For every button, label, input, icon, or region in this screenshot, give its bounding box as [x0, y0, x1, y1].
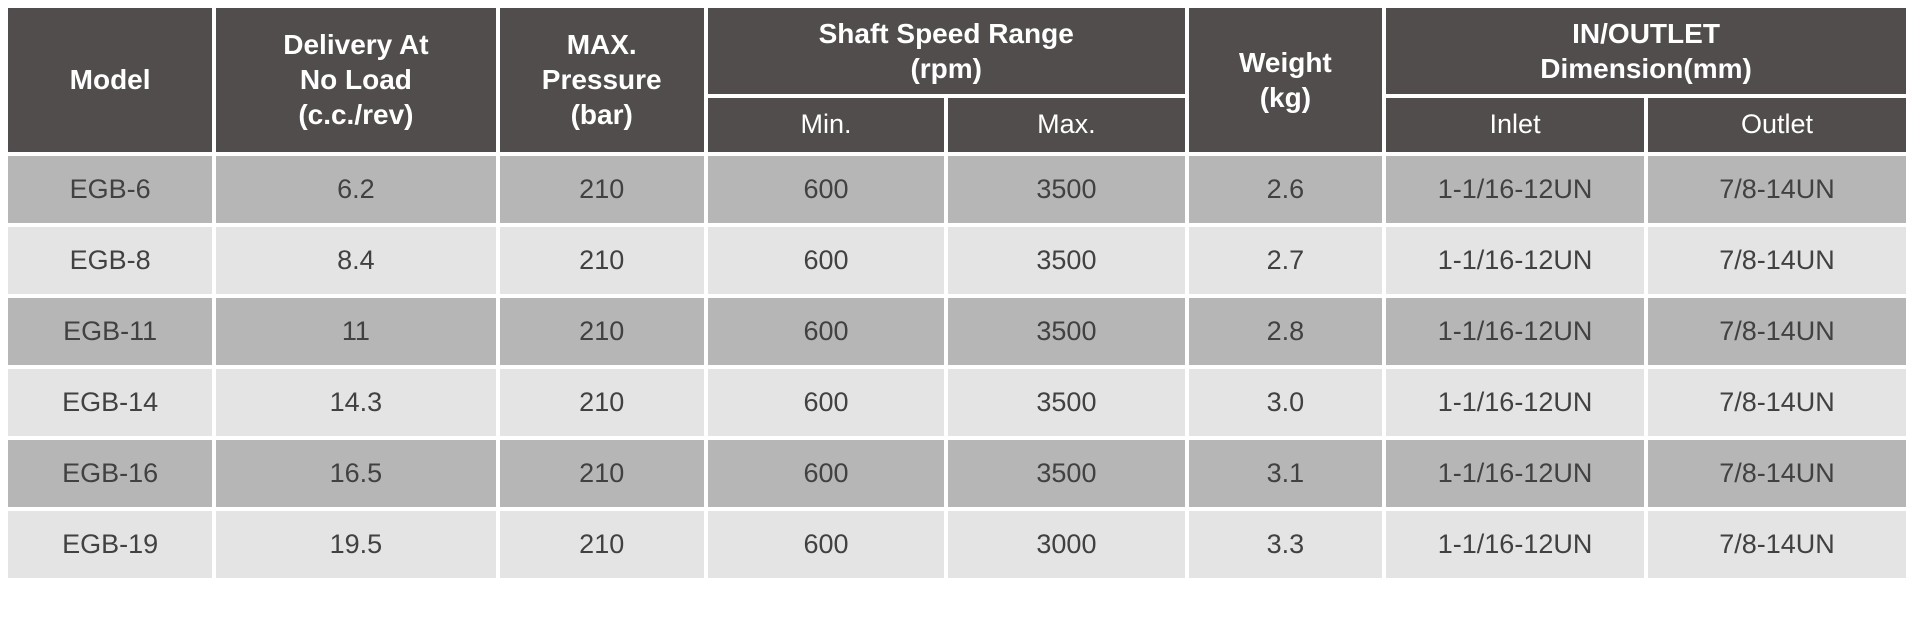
cell-model: EGB-19: [8, 511, 212, 578]
table-row: EGB-19 19.5 210 600 3000 3.3 1-1/16-12UN…: [8, 511, 1906, 578]
cell-delivery: 8.4: [216, 227, 495, 294]
cell-min: 600: [708, 227, 944, 294]
cell-delivery: 6.2: [216, 156, 495, 223]
header-text: Delivery At: [283, 29, 428, 60]
cell-max: 3500: [948, 227, 1184, 294]
cell-delivery: 11: [216, 298, 495, 365]
header-text: Shaft Speed Range: [819, 18, 1074, 49]
col-subheader-max: Max.: [948, 98, 1184, 152]
cell-weight: 2.7: [1189, 227, 1382, 294]
cell-delivery: 19.5: [216, 511, 495, 578]
cell-max: 3500: [948, 298, 1184, 365]
col-header-inoutlet: IN/OUTLET Dimension(mm): [1386, 8, 1906, 94]
spec-table: Model Delivery At No Load (c.c./rev) MAX…: [4, 4, 1910, 582]
cell-pressure: 210: [500, 156, 704, 223]
cell-weight: 3.3: [1189, 511, 1382, 578]
cell-model: EGB-6: [8, 156, 212, 223]
header-text: No Load: [300, 64, 412, 95]
header-text: Dimension(mm): [1540, 53, 1752, 84]
table-header: Model Delivery At No Load (c.c./rev) MAX…: [8, 8, 1906, 152]
cell-model: EGB-8: [8, 227, 212, 294]
cell-max: 3500: [948, 156, 1184, 223]
cell-inlet: 1-1/16-12UN: [1386, 511, 1644, 578]
col-subheader-outlet: Outlet: [1648, 98, 1906, 152]
table-row: EGB-11 11 210 600 3500 2.8 1-1/16-12UN 7…: [8, 298, 1906, 365]
cell-outlet: 7/8-14UN: [1648, 298, 1906, 365]
cell-weight: 2.6: [1189, 156, 1382, 223]
header-text: IN/OUTLET: [1572, 18, 1720, 49]
col-header-pressure: MAX. Pressure (bar): [500, 8, 704, 152]
cell-delivery: 14.3: [216, 369, 495, 436]
cell-model: EGB-11: [8, 298, 212, 365]
cell-outlet: 7/8-14UN: [1648, 511, 1906, 578]
cell-weight: 2.8: [1189, 298, 1382, 365]
cell-inlet: 1-1/16-12UN: [1386, 227, 1644, 294]
cell-min: 600: [708, 298, 944, 365]
cell-pressure: 210: [500, 227, 704, 294]
cell-pressure: 210: [500, 369, 704, 436]
cell-inlet: 1-1/16-12UN: [1386, 440, 1644, 507]
cell-outlet: 7/8-14UN: [1648, 156, 1906, 223]
col-subheader-min: Min.: [708, 98, 944, 152]
cell-max: 3000: [948, 511, 1184, 578]
cell-min: 600: [708, 156, 944, 223]
table-body: EGB-6 6.2 210 600 3500 2.6 1-1/16-12UN 7…: [8, 156, 1906, 578]
cell-weight: 3.0: [1189, 369, 1382, 436]
header-text: (c.c./rev): [298, 99, 413, 130]
cell-min: 600: [708, 511, 944, 578]
cell-outlet: 7/8-14UN: [1648, 440, 1906, 507]
cell-outlet: 7/8-14UN: [1648, 227, 1906, 294]
cell-outlet: 7/8-14UN: [1648, 369, 1906, 436]
header-text: MAX.: [567, 29, 637, 60]
cell-model: EGB-14: [8, 369, 212, 436]
col-header-shaft-speed: Shaft Speed Range (rpm): [708, 8, 1185, 94]
header-text: Pressure: [542, 64, 662, 95]
cell-model: EGB-16: [8, 440, 212, 507]
cell-min: 600: [708, 369, 944, 436]
cell-max: 3500: [948, 369, 1184, 436]
cell-delivery: 16.5: [216, 440, 495, 507]
col-subheader-inlet: Inlet: [1386, 98, 1644, 152]
header-text: (kg): [1260, 82, 1311, 113]
col-header-model: Model: [8, 8, 212, 152]
cell-max: 3500: [948, 440, 1184, 507]
cell-weight: 3.1: [1189, 440, 1382, 507]
header-text: (rpm): [910, 53, 982, 84]
cell-pressure: 210: [500, 511, 704, 578]
cell-pressure: 210: [500, 298, 704, 365]
header-text: Weight: [1239, 47, 1332, 78]
cell-inlet: 1-1/16-12UN: [1386, 298, 1644, 365]
table-row: EGB-6 6.2 210 600 3500 2.6 1-1/16-12UN 7…: [8, 156, 1906, 223]
header-text: (bar): [571, 99, 633, 130]
table-row: EGB-14 14.3 210 600 3500 3.0 1-1/16-12UN…: [8, 369, 1906, 436]
cell-pressure: 210: [500, 440, 704, 507]
table-row: EGB-16 16.5 210 600 3500 3.1 1-1/16-12UN…: [8, 440, 1906, 507]
cell-min: 600: [708, 440, 944, 507]
col-header-weight: Weight (kg): [1189, 8, 1382, 152]
table-row: EGB-8 8.4 210 600 3500 2.7 1-1/16-12UN 7…: [8, 227, 1906, 294]
cell-inlet: 1-1/16-12UN: [1386, 369, 1644, 436]
cell-inlet: 1-1/16-12UN: [1386, 156, 1644, 223]
col-header-delivery: Delivery At No Load (c.c./rev): [216, 8, 495, 152]
